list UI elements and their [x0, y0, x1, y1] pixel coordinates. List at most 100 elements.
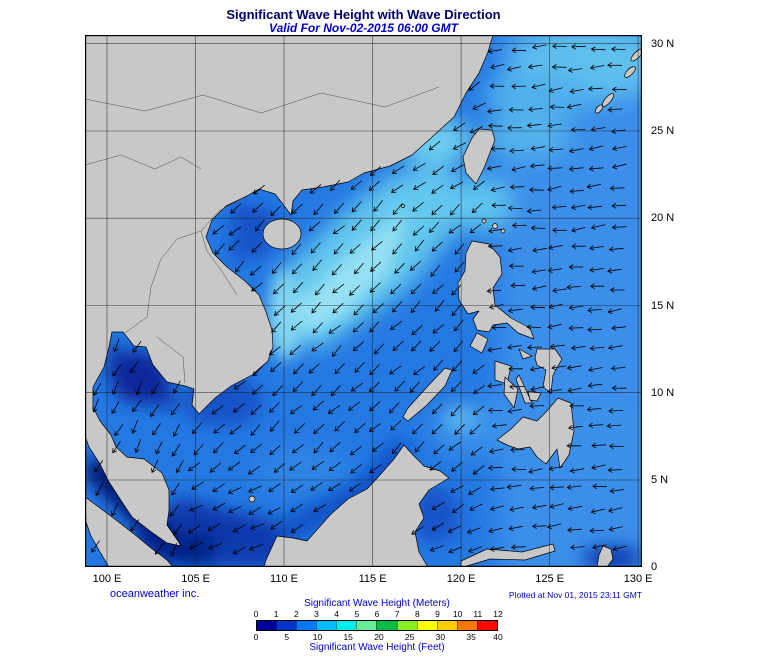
wave-arrow	[354, 422, 366, 434]
wave-arrow	[429, 461, 442, 471]
map-frame	[85, 35, 642, 567]
wave-arrow	[487, 243, 503, 250]
wave-arrow	[251, 242, 263, 253]
wave-arrow	[451, 304, 462, 317]
color-segment	[436, 621, 457, 630]
wave-arrow	[292, 444, 304, 454]
wave-arrow	[531, 44, 547, 50]
wave-arrow	[486, 288, 502, 294]
wave-arrow	[587, 382, 603, 389]
wave-arrow	[308, 221, 321, 232]
wave-arrow	[350, 382, 364, 392]
wave-arrow	[511, 166, 526, 172]
wave-arrow	[290, 302, 302, 313]
wave-arrow	[548, 146, 564, 153]
legend-feet-title: Significant Wave Height (Feet)	[309, 642, 445, 653]
wave-arrow	[528, 106, 543, 113]
wave-arrow	[92, 398, 99, 413]
feet-tick-label: 35	[466, 632, 476, 642]
color-segment	[257, 621, 277, 630]
wave-arrow	[409, 381, 420, 393]
wave-arrow	[611, 145, 627, 152]
wave-arrow	[214, 243, 225, 255]
wave-arrow	[247, 465, 261, 475]
wave-arrow	[390, 184, 404, 193]
wave-arrow	[590, 46, 606, 53]
wave-arrow	[587, 204, 603, 211]
wave-arrow	[135, 381, 143, 396]
wave-arrow	[234, 260, 245, 273]
wave-arrow	[309, 184, 322, 194]
wave-arrow	[154, 542, 164, 555]
wave-arrow	[471, 202, 483, 214]
wave-arrow	[588, 422, 603, 429]
land-halmahera-island	[596, 545, 614, 567]
wave-arrow	[487, 465, 503, 471]
wave-arrow	[551, 64, 567, 70]
wave-arrow	[608, 408, 624, 414]
wave-arrow	[390, 420, 402, 431]
wave-arrow	[507, 125, 522, 131]
wave-arrow	[568, 147, 584, 154]
wave-arrow	[352, 322, 364, 333]
wave-arrow	[349, 243, 361, 254]
wave-arrow	[548, 303, 563, 310]
wave-arrow	[551, 204, 567, 211]
wave-arrow	[394, 262, 405, 274]
wave-arrow	[488, 304, 504, 310]
land-babuyan-island-2	[481, 218, 487, 224]
wave-arrow	[293, 363, 304, 375]
wave-arrow	[91, 540, 100, 553]
wave-arrow	[270, 205, 282, 217]
wave-arrow	[607, 344, 623, 351]
wave-arrow	[251, 282, 264, 292]
wave-arrow	[431, 502, 445, 510]
lat-tick-label: 15 N	[651, 299, 675, 312]
lon-tick-label: 125 E	[535, 573, 564, 585]
wave-arrow	[328, 324, 341, 334]
feet-tick-label: 15	[343, 632, 353, 642]
lat-tick-label: 20 N	[651, 212, 675, 225]
wave-arrow	[207, 523, 221, 531]
wave-arrow	[232, 546, 246, 555]
wave-arrow	[411, 340, 422, 352]
wave-arrow	[609, 185, 625, 192]
wave-arrow	[570, 344, 586, 351]
latlon-grid	[85, 35, 642, 567]
wave-arrow	[349, 285, 360, 296]
wave-arrow	[611, 128, 626, 134]
wave-arrow	[567, 387, 582, 393]
wave-arrow	[610, 365, 626, 372]
wave-arrow	[314, 283, 325, 296]
wave-arrow	[450, 381, 462, 393]
wave-arrow	[411, 526, 424, 535]
wave-arrow	[371, 442, 384, 452]
wave-arrow	[251, 384, 264, 395]
wave-arrow	[155, 441, 163, 455]
wave-arrow	[570, 127, 586, 133]
wave-arrow	[487, 407, 503, 414]
land-masbate-island	[518, 348, 533, 360]
color-segment	[336, 621, 357, 630]
wave-arrow	[571, 43, 586, 50]
wave-arrow	[191, 481, 204, 490]
wave-arrow	[412, 225, 425, 236]
wave-arrow	[368, 422, 382, 432]
wave-arrow	[528, 468, 543, 474]
wave-arrow	[252, 365, 264, 377]
land-babuyan-island-3	[500, 228, 506, 234]
wave-arrow	[590, 508, 605, 515]
wave-arrow	[131, 419, 138, 434]
wave-arrow	[571, 243, 587, 250]
wave-arrow	[527, 344, 542, 351]
wave-arrow	[507, 408, 522, 414]
lat-tick-label: 30 N	[651, 37, 675, 50]
chart-subtitle: Valid For Nov-02-2015 06:00 GMT	[269, 21, 458, 35]
wave-arrow	[254, 219, 265, 232]
wave-arrow	[352, 341, 365, 352]
wave-arrow	[368, 180, 380, 192]
lon-tick-label: 105 E	[181, 573, 210, 585]
wave-arrow	[289, 405, 302, 415]
wave-arrow	[468, 546, 482, 553]
wave-arrow	[589, 527, 605, 534]
